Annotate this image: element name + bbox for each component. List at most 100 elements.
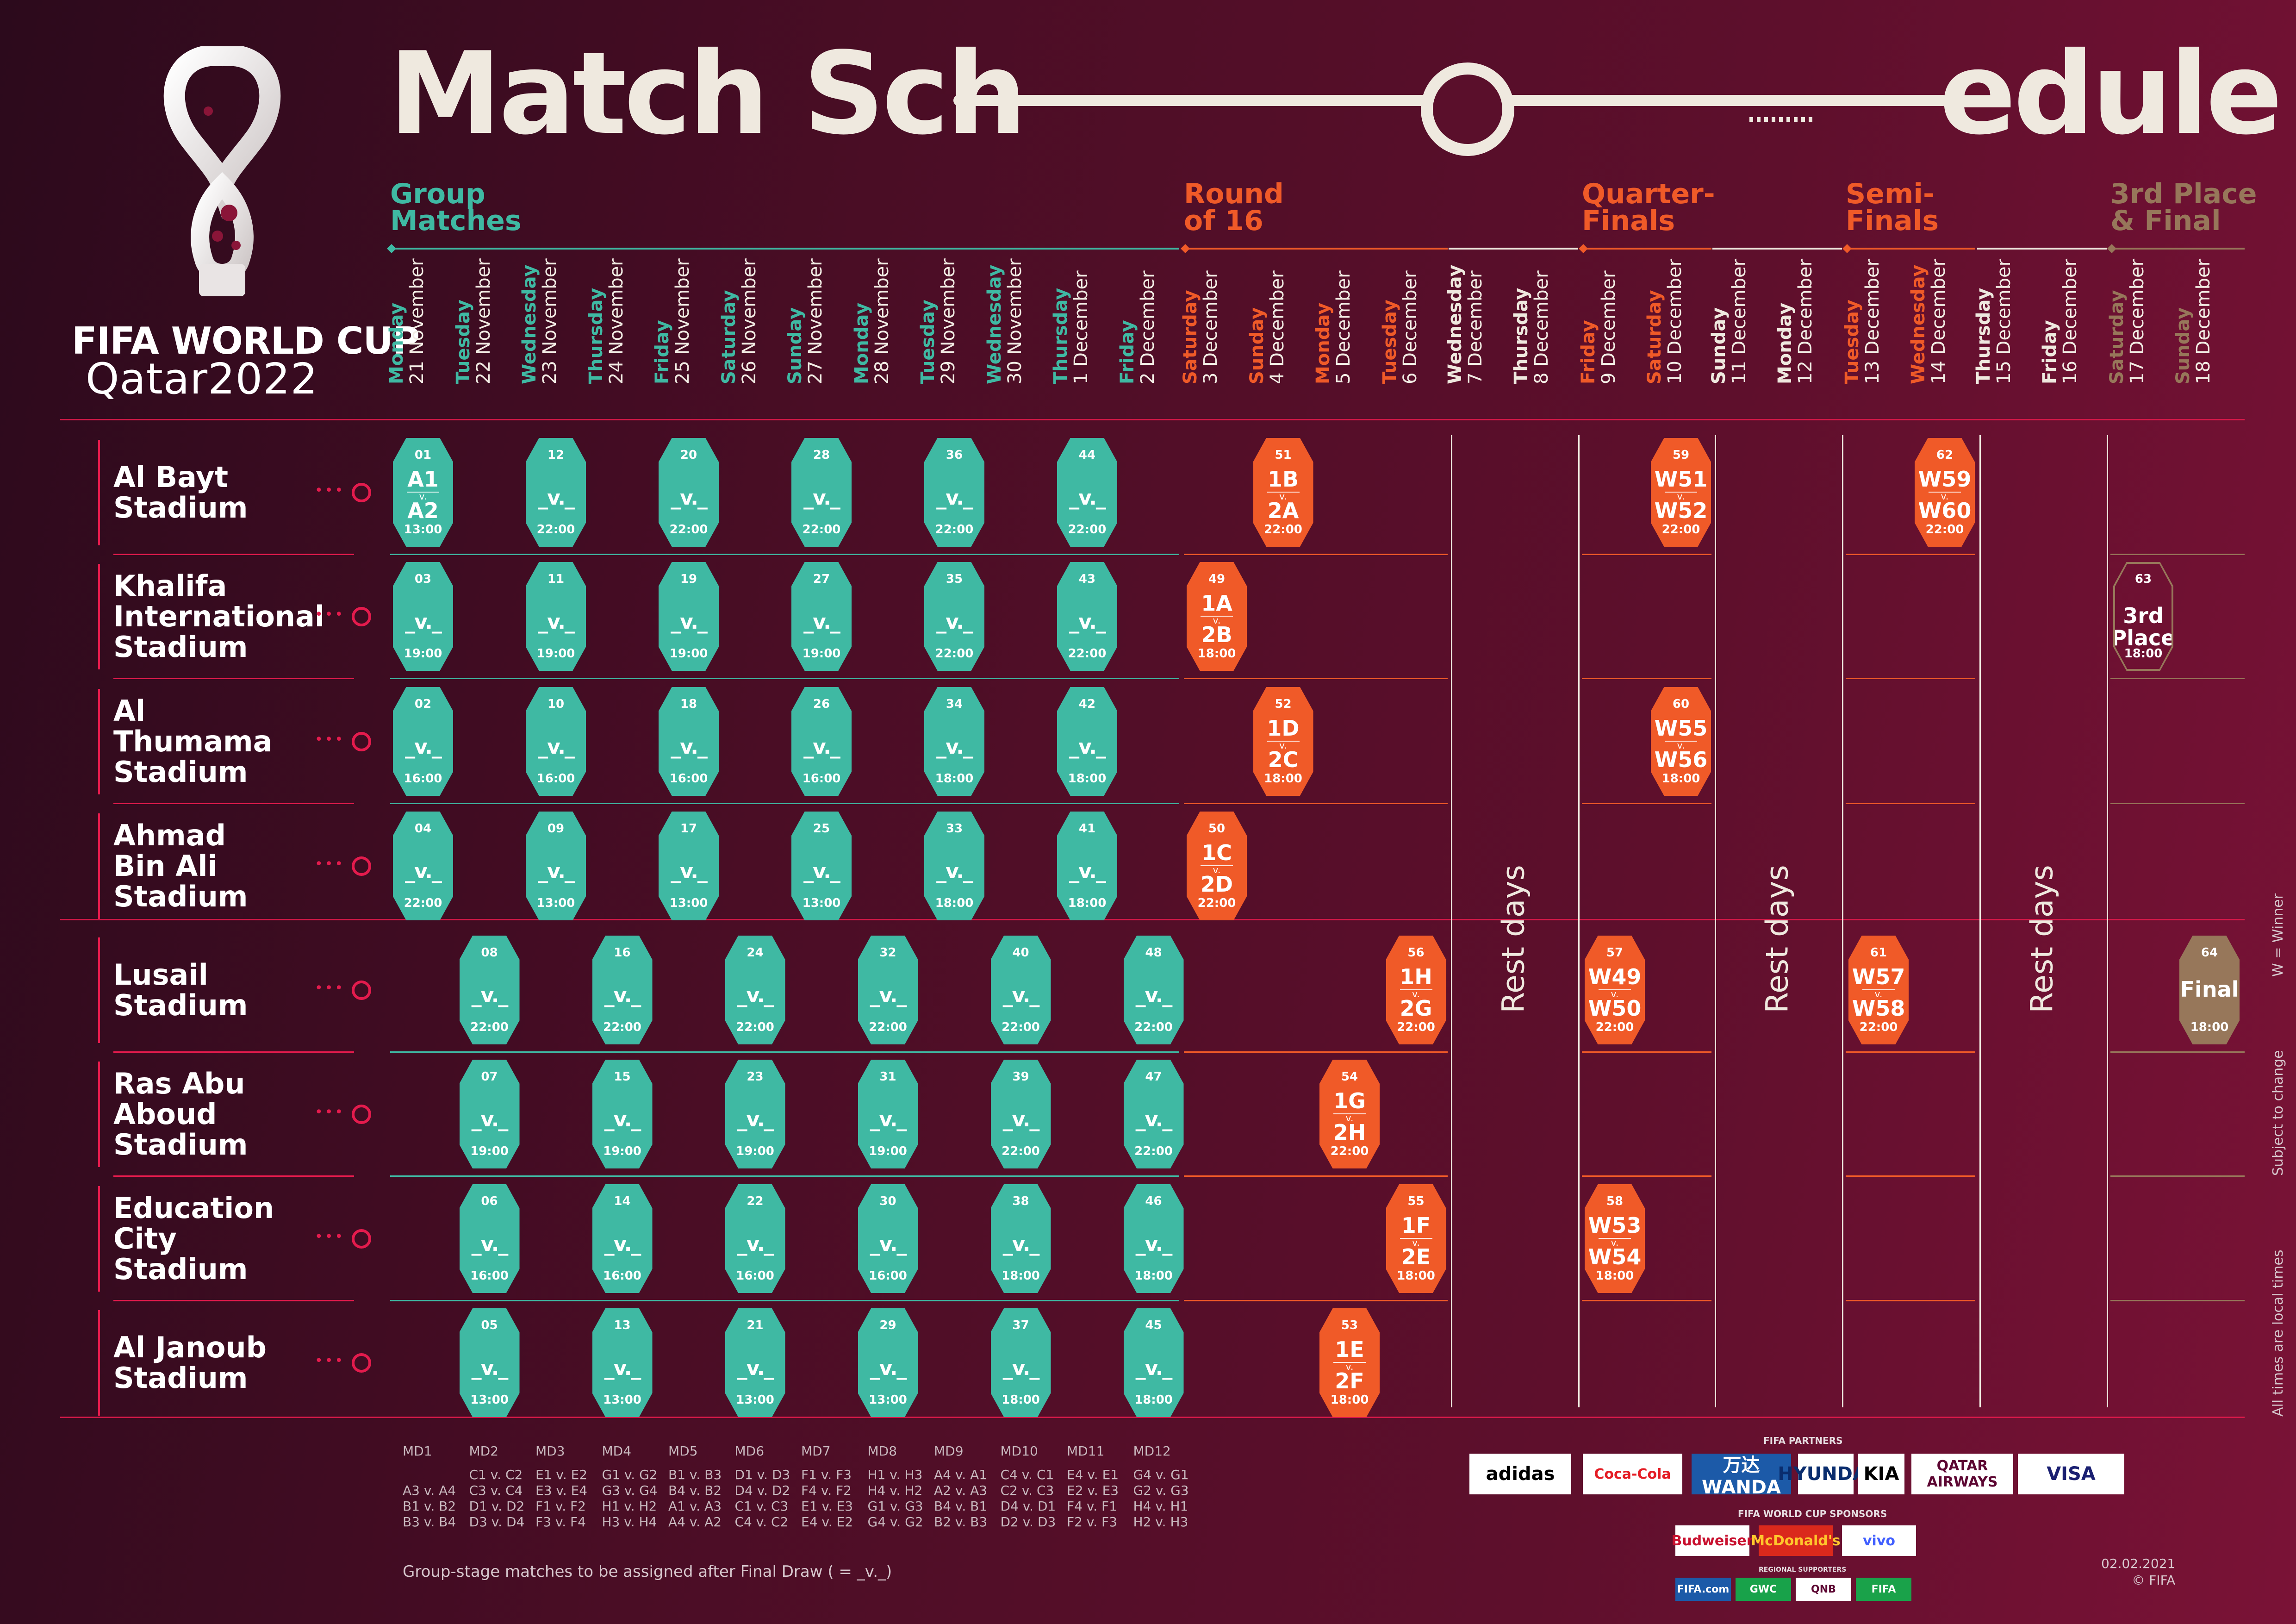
day-header: Tuesday 6 December	[1379, 269, 1421, 384]
match-card[interactable]: 55 1F v. 2E 18:00	[1386, 1184, 1446, 1293]
matchday-fixture: E2 v. E3	[1067, 1483, 1119, 1498]
match-card[interactable]: 06 _v._ 16:00	[459, 1184, 520, 1293]
match-card[interactable]: 01 A1 v. A2 13:00	[393, 438, 453, 547]
match-card[interactable]: 35 _v._ 22:00	[924, 562, 984, 671]
match-card[interactable]: 04 _v._ 22:00	[393, 812, 453, 920]
match-card[interactable]: 21 _v._ 13:00	[725, 1308, 785, 1417]
row-bracket	[98, 440, 100, 545]
football-icon	[352, 607, 371, 626]
match-card[interactable]: 61 W57 v. W58 22:00	[1848, 936, 1909, 1044]
match-card[interactable]: 12 _v._ 22:00	[526, 438, 586, 547]
group-row-line	[390, 554, 1179, 555]
match-card[interactable]: 14 _v._ 16:00	[592, 1184, 653, 1293]
day-header: Friday 25 November	[652, 258, 693, 384]
match-card[interactable]: 26 _v._ 16:00	[791, 687, 852, 796]
match-card[interactable]: 11 _v._ 19:00	[526, 562, 586, 671]
team-2: 2G	[1400, 996, 1432, 1021]
match-number: 26	[813, 697, 830, 711]
match-card[interactable]: 08 _v._ 22:00	[459, 936, 520, 1044]
team-1: A1	[407, 467, 439, 492]
rest-block-2-left-line	[1715, 435, 1716, 1407]
kickoff-time: 22:00	[1859, 1020, 1898, 1034]
match-number: 10	[547, 697, 565, 711]
match-card[interactable]: 53 1E v. 2F 18:00	[1319, 1308, 1380, 1417]
matchday-fixture: H1 v. H3	[867, 1467, 923, 1482]
matchday-fixture: E4 v. E2	[801, 1514, 853, 1530]
match-card[interactable]: 38 _v._ 18:00	[990, 1184, 1051, 1293]
match-tbd: _v._	[803, 610, 840, 634]
match-tbd: _v._	[803, 735, 840, 759]
match-card[interactable]: 32 _v._ 22:00	[858, 936, 918, 1044]
versus-divider: v.	[1333, 1113, 1366, 1123]
rest-block-3-right-line	[2107, 435, 2108, 1407]
match-card[interactable]: 16 _v._ 22:00	[592, 936, 653, 1044]
match-card[interactable]: 57 W49 v. W50 22:00	[1585, 936, 1645, 1044]
match-card[interactable]: 50 1C v. 2D 22:00	[1187, 812, 1247, 920]
match-number: 56	[1407, 946, 1425, 960]
match-card[interactable]: 47 _v._ 22:00	[1123, 1060, 1184, 1168]
match-card[interactable]: 15 _v._ 19:00	[592, 1060, 653, 1168]
match-card[interactable]: 07 _v._ 19:00	[459, 1060, 520, 1168]
match-card[interactable]: 05 _v._ 13:00	[459, 1308, 520, 1417]
match-card[interactable]: 31 _v._ 19:00	[858, 1060, 918, 1168]
match-card[interactable]: 63 3rd Place 18:00	[2113, 562, 2173, 671]
match-card[interactable]: 39 _v._ 22:00	[990, 1060, 1051, 1168]
match-card[interactable]: 52 1D v. 2C 18:00	[1253, 687, 1313, 796]
match-card[interactable]: 56 1H v. 2G 22:00	[1386, 936, 1446, 1044]
match-card[interactable]: 54 1G v. 2H 22:00	[1319, 1060, 1380, 1168]
match-card[interactable]: 40 _v._ 22:00	[990, 936, 1051, 1044]
match-number: 55	[1407, 1194, 1425, 1208]
match-card[interactable]: 19 _v._ 19:00	[659, 562, 719, 671]
day-header: Monday 12 December	[1774, 259, 1816, 384]
match-card[interactable]: 34 _v._ 18:00	[924, 687, 984, 796]
match-card[interactable]: 33 _v._ 18:00	[924, 812, 984, 920]
match-card[interactable]: 59 W51 v. W52 22:00	[1651, 438, 1711, 547]
match-tbd: _v._	[936, 860, 973, 883]
match-card[interactable]: 48 _v._ 22:00	[1123, 936, 1184, 1044]
match-card[interactable]: 28 _v._ 22:00	[791, 438, 852, 547]
match-card[interactable]: 23 _v._ 19:00	[725, 1060, 785, 1168]
match-card[interactable]: 43 _v._ 22:00	[1057, 562, 1117, 671]
match-card[interactable]: 36 _v._ 22:00	[924, 438, 984, 547]
match-card[interactable]: 20 _v._ 22:00	[659, 438, 719, 547]
match-card[interactable]: 02 _v._ 16:00	[393, 687, 453, 796]
match-card[interactable]: 27 _v._ 19:00	[791, 562, 852, 671]
match-card[interactable]: 10 _v._ 16:00	[526, 687, 586, 796]
match-card[interactable]: 64 Final 18:00	[2179, 936, 2240, 1044]
match-card[interactable]: 62 W59 v. W60 22:00	[1915, 438, 1975, 547]
stage-underline	[390, 248, 1179, 250]
match-card[interactable]: 22 _v._ 16:00	[725, 1184, 785, 1293]
match-card[interactable]: 44 _v._ 22:00	[1057, 438, 1117, 547]
match-card[interactable]: 45 _v._ 18:00	[1123, 1308, 1184, 1417]
match-card[interactable]: 24 _v._ 22:00	[725, 936, 785, 1044]
match-card[interactable]: 13 _v._ 13:00	[592, 1308, 653, 1417]
matchday-label: MD6	[734, 1443, 765, 1459]
match-card[interactable]: 46 _v._ 18:00	[1123, 1184, 1184, 1293]
match-card[interactable]: 09 _v._ 13:00	[526, 812, 586, 920]
rest-block-1-right-line	[1578, 435, 1580, 1407]
stage-marker-icon	[387, 244, 396, 253]
match-card[interactable]: 18 _v._ 16:00	[659, 687, 719, 796]
match-card[interactable]: 17 _v._ 13:00	[659, 812, 719, 920]
match-card[interactable]: 03 _v._ 19:00	[393, 562, 453, 671]
match-card[interactable]: 37 _v._ 18:00	[990, 1308, 1051, 1417]
match-tbd: _v._	[803, 860, 840, 883]
match-number: 38	[1012, 1194, 1029, 1208]
dots-icon: •••	[315, 482, 345, 499]
matchday-fixture: G2 v. G3	[1133, 1483, 1189, 1498]
match-tbd: _v._	[870, 1232, 907, 1256]
stadium-name: Ahmad Bin Ali Stadium	[113, 818, 248, 913]
day-date: 21 November	[406, 258, 428, 384]
match-card[interactable]: 49 1A v. 2B 18:00	[1187, 562, 1247, 671]
team-2: A2	[407, 498, 439, 523]
kickoff-time: 18:00	[1002, 1269, 1040, 1283]
match-card[interactable]: 29 _v._ 13:00	[858, 1308, 918, 1417]
match-card[interactable]: 30 _v._ 16:00	[858, 1184, 918, 1293]
match-card[interactable]: 58 W53 v. W54 18:00	[1585, 1184, 1645, 1293]
match-card[interactable]: 41 _v._ 18:00	[1057, 812, 1117, 920]
match-card[interactable]: 25 _v._ 13:00	[791, 812, 852, 920]
match-card[interactable]: 60 W55 v. W56 18:00	[1651, 687, 1711, 796]
match-card[interactable]: 51 1B v. 2A 22:00	[1253, 438, 1313, 547]
match-card[interactable]: 42 _v._ 18:00	[1057, 687, 1117, 796]
rest-underline	[1977, 248, 2107, 250]
